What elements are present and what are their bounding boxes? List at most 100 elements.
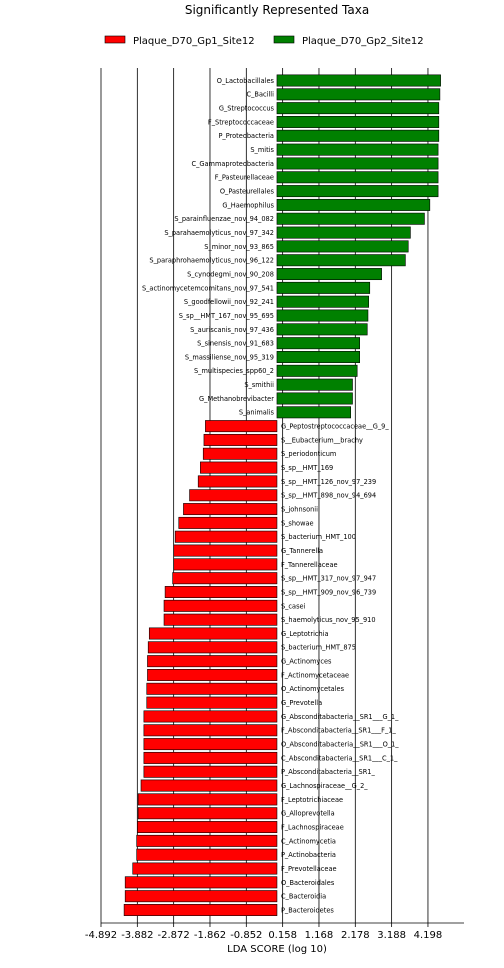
bar-label: S_johnsonii [281,505,318,513]
bar [276,295,369,308]
bar [276,198,431,211]
bar-label: G_Haemophilus [222,201,274,209]
bar-label: P_Actinobacteria [281,851,336,859]
x-tick-label: 3.188 [377,930,406,941]
bar-label: S_sp__HMT_167_nov_95_695 [179,312,274,320]
bar [276,88,441,101]
bar-label: F_Prevotellaceae [281,865,337,873]
bar-label: C_Gammaproteobacteria [191,160,273,168]
bar-label: F_Streptococcaceae [208,118,274,126]
bar [137,807,278,820]
legend-swatch-gp1 [104,35,126,44]
bar [276,323,368,336]
bar [136,834,278,847]
bar [173,544,278,557]
bar [143,738,278,751]
bar-label: P_Bacteroidetes [281,906,334,914]
bar [143,751,278,764]
bar-label: F_Pasteurellaceae [215,174,274,182]
bar [137,793,278,806]
bar [276,378,353,391]
bar [163,599,278,612]
bar-label: G_Leptotrichia [281,630,329,638]
bar-label: F_Lachnospiraceae [281,823,344,831]
bar [143,765,278,778]
bar-label: S_bacterium_HMT_100 [281,533,356,541]
legend-label-gp1: Plaque_D70_Gp1_Site12 [133,36,255,47]
bar-label: S_haemolyticus_nov_95_910 [281,616,376,624]
bar [172,572,278,585]
bar [276,157,439,170]
bar [183,503,278,516]
bar-label: G_Prevotella [281,699,322,707]
x-tick-label: 1.168 [305,930,334,941]
bar [276,226,411,239]
bar [123,904,278,916]
bar [276,74,441,87]
bar-label: G_Peptostreptococcaceae__G_9_ [281,423,389,431]
bar [147,669,278,681]
x-tick-label: 2.178 [341,930,370,941]
x-tick-label: 0.158 [268,930,297,941]
bar [146,696,278,709]
x-tick-label: -2.872 [158,930,190,941]
bar [197,475,278,488]
bar [276,351,360,363]
bar [276,129,440,142]
bar-label: O_Pasteurellales [220,188,275,196]
bar [276,212,425,225]
bar [147,655,278,668]
bar [136,848,278,861]
x-tick-label: -1.862 [194,930,226,941]
bar [276,143,439,156]
bar-label: O_Absconditabacteria__SR1___O_1_ [281,741,399,749]
bar [276,281,371,294]
bar [147,641,278,654]
bar-label: S_parainfluenzae_nov_94_082 [174,215,274,223]
bar-label: S_auriscanis_nov_97_436 [190,326,274,334]
bar-label: S_paraphrohaemolyticus_nov_96_122 [149,257,274,265]
bar [276,392,353,405]
bar-label: G_Tannerella [281,547,323,555]
legend: Plaque_D70_Gp1_Site12 Plaque_D70_Gp2_Sit… [104,35,424,47]
bar-label: O_Bacteroidales [281,879,335,887]
bar [202,447,278,460]
bar [163,613,278,626]
x-tick-label: -4.892 [85,930,117,941]
bar [276,406,351,419]
bar-label: C_Bacilli [247,91,275,99]
bar [137,821,278,834]
bar [276,309,369,322]
bar-label: S_actinomycetemcomitans_nov_97_541 [142,284,274,292]
bar-label: S_bacterium_HMT_875 [281,644,356,652]
bar-label: P_Absconditabacteria__SR1_ [281,768,376,776]
bar [146,682,278,695]
bar [276,364,358,377]
bars [123,74,441,916]
bar [276,102,440,115]
bar-label: S_minor_nov_93_865 [204,243,274,251]
bar-label: S_casei [281,602,306,610]
bar-label: S_multispecies_spp60_2 [194,367,274,375]
legend-label-gp2: Plaque_D70_Gp2_Site12 [302,36,424,47]
bar-label: F_Absconditabacteria__SR1___F_1_ [281,727,397,735]
bar [203,433,278,446]
bar-label: S_massiliense_nov_95_319 [185,353,274,361]
bar-label: G_Absconditabacteria__SR1___G_1_ [281,713,399,721]
bar-label: O_Lactobacillales [217,77,275,85]
bar-label: S_sinensis_nov_91_683 [197,340,274,348]
x-tick-label: -3.882 [121,930,153,941]
bar-label: G_Actinomyces [281,658,332,666]
bar-label: S_sp__HMT_909_nov_96_739 [281,588,376,596]
bar-label: C_Actinomycetia [281,837,336,845]
bar-label: S_sp__HMT_126_nov_97_239 [281,478,376,486]
bar-label: S_smithii [244,381,274,389]
bar-label: S_cynodegmi_nov_90_208 [187,270,274,278]
bar-label: S_sp__HMT_898_nov_94_694 [281,492,376,500]
bar [143,710,278,723]
bar [132,862,278,875]
bar [148,627,278,640]
bar-label: S_goodfellowii_nov_92_241 [184,298,274,306]
x-axis-label: LDA SCORE (log 10) [227,944,327,955]
